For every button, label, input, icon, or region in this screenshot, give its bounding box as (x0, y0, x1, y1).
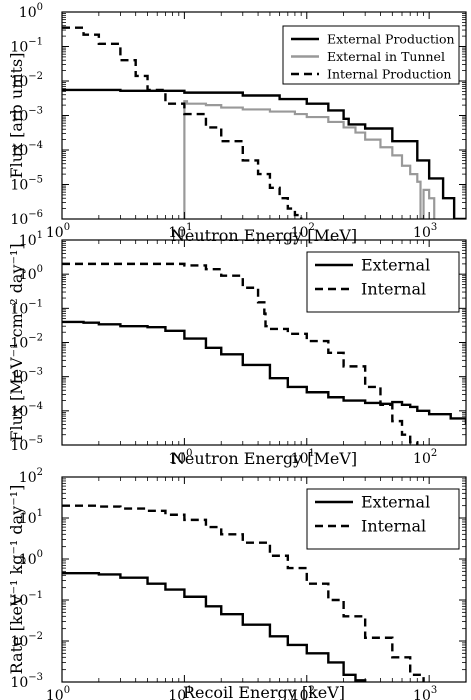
legend-label: Internal (361, 517, 426, 536)
y-tick-exponent: −1 (28, 37, 43, 48)
legend-box (306, 488, 460, 550)
y-tick-exponent: −5 (28, 435, 43, 446)
x-tick-exponent: 1 (308, 448, 314, 459)
legend: External Production External in Tunnel Int… (282, 25, 460, 85)
y-tick-exponent: 0 (37, 2, 43, 13)
y-tick-exponent: −3 (28, 367, 43, 378)
y-tick-exponent: −2 (28, 631, 43, 642)
y-tick-exponent: 1 (37, 230, 43, 241)
y-tick-exponent: 0 (37, 264, 43, 275)
series-line-2 (62, 504, 425, 682)
y-tick-exponent: 1 (37, 508, 43, 519)
y-axis-label: Flux [MeV⁻¹ cm⁻² day⁻¹] (7, 243, 26, 441)
x-tick-label: 103 (413, 685, 437, 700)
x-tick-exponent: 3 (431, 685, 437, 696)
x-tick-exponent: 1 (186, 685, 192, 696)
y-tick-exponent: −3 (28, 106, 43, 117)
legend-label: Internal (361, 280, 426, 299)
y-tick-exponent: −6 (28, 209, 43, 220)
x-tick-label: 102 (413, 448, 437, 467)
y-tick-exponent: −3 (28, 672, 43, 683)
series-line-1 (62, 320, 466, 425)
plot-frame (61, 476, 467, 683)
x-tick-label: 103 (413, 222, 437, 241)
legend-box (282, 25, 460, 85)
y-tick-exponent: −4 (28, 140, 43, 151)
series-line-2 (62, 262, 419, 445)
x-tick-exponent: 0 (64, 685, 70, 696)
ticks (61, 11, 467, 220)
plot-frame (61, 239, 467, 446)
x-axis-label: Neutron Energy [MeV] (171, 226, 357, 245)
chart-panel-1: 100 101 102 10310−610−510−410−310−210−1100N… (7, 2, 467, 245)
y-tick-exponent: −4 (28, 401, 43, 412)
y-tick-label: 102 (19, 467, 43, 486)
series-line-1 (62, 88, 466, 219)
x-tick-label: 100 (46, 685, 70, 700)
series-line-3 (62, 26, 303, 219)
legend: External Internal (306, 251, 460, 313)
x-tick-exponent: 2 (308, 222, 314, 233)
legend-label: Internal Production (327, 66, 451, 81)
x-axis-label: Neutron Energy [MeV] (171, 449, 357, 468)
x-tick-exponent: 0 (64, 222, 70, 233)
y-tick-label: 10−6 (10, 209, 43, 228)
x-tick-exponent: 3 (431, 222, 437, 233)
y-axis-label: Flux [arb units] (7, 53, 26, 179)
y-tick-label: 100 (19, 2, 43, 21)
y-tick-exponent: −2 (28, 333, 43, 344)
chart-panel-2: 100 101 10210−510−410−310−210−1100101Neutr… (7, 230, 467, 468)
y-tick-exponent: 0 (37, 549, 43, 560)
x-tick-exponent: 0 (186, 448, 192, 459)
y-tick-exponent: −2 (28, 71, 43, 82)
plot-frame (61, 11, 467, 220)
legend-box (306, 251, 460, 313)
legend-label: External (361, 493, 430, 512)
x-tick-exponent: 1 (186, 222, 192, 233)
chart-panel-3: 100 101 102 10310−310−210−1100101102Recoil … (7, 467, 467, 700)
legend-label: External (361, 256, 430, 275)
y-tick-exponent: −1 (28, 590, 43, 601)
x-tick-exponent: 2 (431, 448, 437, 459)
x-axis-label: Recoil Energy [keV] (183, 683, 345, 700)
series-line-1 (62, 572, 367, 682)
legend-label: External in Tunnel (327, 49, 445, 64)
x-tick-label: 100 (46, 222, 70, 241)
legend: External Internal (306, 488, 460, 550)
y-axis-label: Rate [keV⁻¹ kg⁻¹ day⁻¹] (7, 485, 26, 675)
x-tick-exponent: 2 (308, 685, 314, 696)
series-line-2 (183, 100, 436, 219)
y-tick-exponent: −1 (28, 298, 43, 309)
legend-label: External Production (327, 31, 455, 46)
y-tick-exponent: −5 (28, 175, 43, 186)
y-tick-exponent: 2 (37, 467, 43, 478)
